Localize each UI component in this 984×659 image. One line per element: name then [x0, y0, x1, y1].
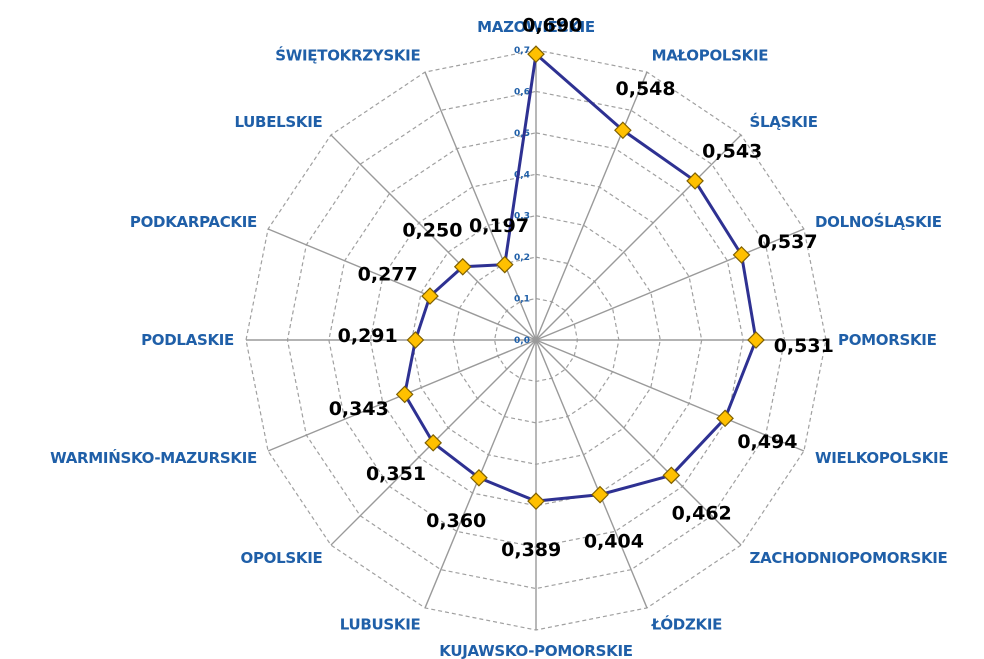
category-labels: MAZOWIECKIE MAŁOPOLSKIE ŚLĄSKIE DOLNOŚLĄSKI… — [50, 18, 948, 659]
spoke-line — [267, 228, 537, 341]
value-label: 0,531 — [774, 335, 834, 357]
value-label: 0,197 — [469, 215, 529, 237]
data-point — [495, 255, 514, 274]
data-point — [662, 466, 681, 485]
value-label: 0,462 — [672, 503, 732, 525]
series-line — [403, 52, 758, 503]
value-label: 0,494 — [737, 431, 797, 453]
value-label: 0,250 — [402, 220, 462, 242]
category-label: WARMIŃSKO-MAZURSKIE — [50, 448, 257, 467]
value-label: 0,543 — [702, 141, 762, 163]
spoke-line — [535, 134, 742, 341]
tick-label: 0,2 — [514, 253, 530, 263]
spoke-line — [330, 134, 537, 341]
data-point — [395, 385, 414, 404]
value-label: 0,291 — [338, 325, 398, 347]
category-label: ŚLĄSKIE — [750, 112, 818, 131]
category-label: ŚWIĘTOKRZYSKIE — [275, 45, 420, 64]
value-label: 0,360 — [426, 510, 486, 532]
value-labels: 0,690 0,548 0,543 0,537 0,531 0,494 0,462 0,404… — [329, 14, 834, 561]
category-label: WIELKOPOLSKIE — [815, 449, 948, 467]
data-point — [527, 45, 545, 63]
data-point — [453, 257, 472, 276]
grid-ring — [369, 173, 703, 507]
value-label: 0,389 — [501, 539, 561, 561]
tick-label: 0,7 — [514, 46, 530, 56]
tick-label: 0,1 — [514, 295, 530, 305]
spokes — [246, 50, 826, 630]
category-label: MAŁOPOLSKIE — [652, 46, 769, 64]
value-label: 0,277 — [358, 263, 418, 285]
category-label: LUBELSKIE — [234, 113, 322, 131]
data-point — [716, 409, 734, 428]
spoke-line — [535, 339, 648, 609]
category-label: PODKARPACKIE — [130, 213, 257, 231]
category-label: DOLNOŚLĄSKIE — [815, 212, 942, 231]
value-label: 0,404 — [584, 531, 644, 553]
series — [403, 52, 758, 503]
grid-ring — [452, 256, 620, 424]
data-point — [591, 485, 609, 504]
spoke-line — [535, 339, 742, 546]
value-label: 0,343 — [329, 398, 389, 420]
data-point — [406, 331, 425, 349]
data-point — [614, 121, 632, 140]
spoke-line — [535, 339, 805, 452]
value-label: 0,690 — [522, 14, 582, 36]
category-label: POMORSKIE — [838, 331, 937, 349]
tick-label: 0,4 — [514, 170, 530, 180]
category-label: ŁÓDZKIE — [651, 615, 723, 634]
category-label: LUBUSKIE — [340, 616, 421, 634]
tick-label: 0,3 — [514, 212, 530, 222]
markers — [395, 45, 765, 511]
category-label: KUJAWSKO-POMORSKIE — [439, 642, 632, 659]
data-point — [470, 468, 488, 487]
tick-label: 0,6 — [514, 87, 530, 97]
value-label: 0,548 — [616, 78, 676, 100]
data-point — [686, 172, 704, 190]
category-label: PODLASKIE — [141, 331, 234, 349]
tick-label: 0,0 — [514, 336, 530, 346]
value-label: 0,351 — [366, 463, 426, 485]
category-label: ZACHODNIOPOMORSKIE — [750, 549, 948, 567]
data-point — [747, 331, 765, 349]
tick-label: 0,5 — [514, 129, 530, 139]
data-point — [527, 492, 545, 511]
category-label: MAZOWIECKIE — [477, 18, 595, 36]
data-point — [421, 287, 439, 305]
data-point — [732, 246, 751, 264]
value-label: 0,537 — [757, 231, 817, 253]
category-label: OPOLSKIE — [241, 549, 323, 567]
spoke-line — [424, 71, 537, 341]
spoke-line — [535, 71, 648, 341]
spoke-line — [535, 228, 805, 341]
tick-labels: 0,0 0,1 0,2 0,3 0,4 0,5 0,6 0,7 — [514, 46, 530, 346]
data-point — [424, 433, 443, 452]
